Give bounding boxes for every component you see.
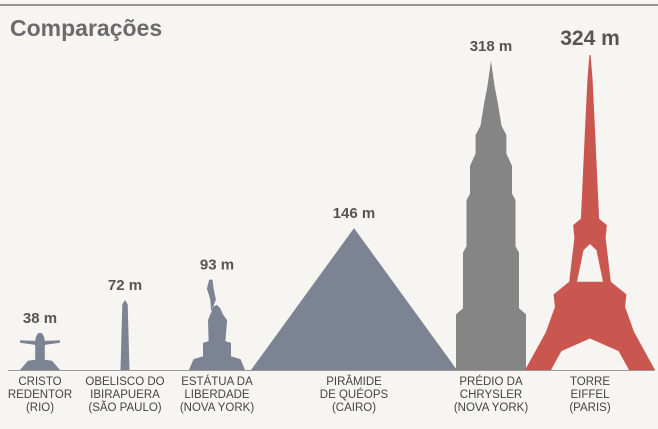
category-label: ESTÁTUA DA LIBERDADE (NOVA YORK): [162, 376, 272, 415]
infographic: Comparações 38 m72 m93 m146 m318 m324 m …: [0, 0, 658, 429]
category-label: PIRÂMIDE DE QUÉOPS (CAIRO): [299, 376, 409, 415]
value-label: 72 m: [108, 277, 142, 294]
value-label: 146 m: [333, 205, 376, 222]
landmark-silhouette: [456, 61, 526, 370]
value-label: 318 m: [470, 38, 513, 55]
chart-title: Comparações: [10, 15, 162, 41]
landmark-silhouette: [251, 228, 457, 370]
category-label: PRÉDIO DA CHRYSLER (NOVA YORK): [436, 376, 546, 415]
chart: Comparações 38 m 72 m 93 m 146 m 318 m 324 m: [0, 0, 658, 429]
landmark-silhouette: [525, 55, 655, 370]
value-label: 324 m: [560, 27, 620, 50]
landmark-silhouette: [20, 333, 60, 370]
value-label: 38 m: [23, 310, 57, 327]
category-label: TORRE EIFFEL (PARIS): [535, 376, 645, 415]
landmark-silhouette: [189, 280, 245, 370]
value-label: 93 m: [200, 257, 234, 274]
landmark-silhouette: [121, 300, 130, 370]
